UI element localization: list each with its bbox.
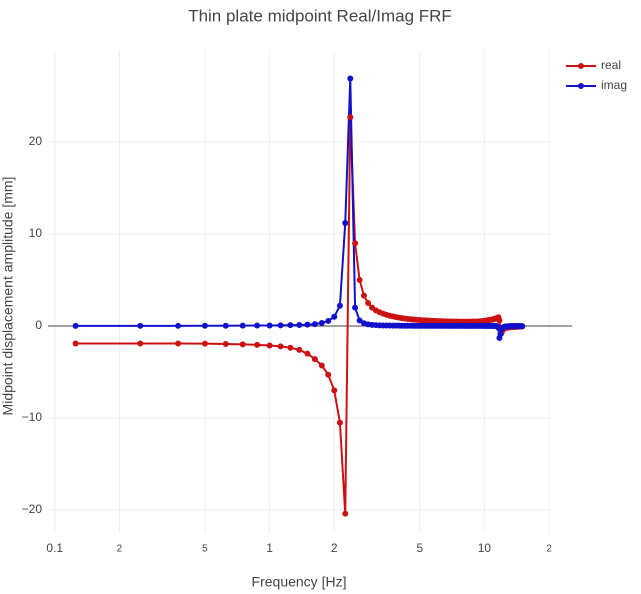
- data-point: [296, 346, 303, 353]
- data-point: [325, 371, 332, 378]
- data-point: [311, 356, 318, 363]
- y-tick-label: 0: [35, 318, 42, 332]
- data-point: [336, 419, 343, 426]
- data-point: [137, 322, 144, 329]
- x-tick-label: 2: [546, 544, 552, 555]
- data-point: [336, 302, 343, 309]
- data-point: [201, 322, 208, 329]
- data-point: [239, 322, 246, 329]
- data-point: [356, 277, 363, 283]
- legend-marker: [578, 83, 584, 89]
- data-point: [496, 317, 503, 324]
- series-line: [75, 117, 523, 514]
- data-point: [72, 340, 79, 347]
- y-axis-label: Midpoint displacement amplitude [mm]: [0, 177, 16, 416]
- data-point: [137, 340, 144, 347]
- data-point: [254, 341, 261, 348]
- data-point: [347, 114, 354, 121]
- y-tick-label: 10: [29, 226, 43, 240]
- data-point: [277, 343, 284, 350]
- x-tick-label: 0.1: [46, 541, 63, 555]
- data-point: [356, 317, 363, 324]
- data-point: [175, 322, 182, 329]
- data-point: [287, 344, 294, 351]
- data-point: [175, 340, 182, 347]
- x-tick-label: 5: [202, 544, 208, 555]
- data-point: [287, 322, 294, 329]
- y-tick-label: −20: [22, 502, 43, 516]
- x-tick-label: 10: [478, 541, 492, 555]
- data-point: [311, 321, 318, 328]
- data-point: [72, 322, 79, 329]
- data-point: [266, 322, 273, 329]
- data-point: [360, 292, 367, 299]
- y-tick-label: 20: [29, 134, 43, 148]
- x-axis-label: Frequency [Hz]: [252, 574, 347, 590]
- legend-label: real: [601, 58, 621, 72]
- data-point: [519, 323, 526, 330]
- x-tick-label: 2: [117, 544, 123, 555]
- legend-item: imag: [566, 78, 627, 92]
- data-point: [342, 219, 349, 226]
- x-tick-label: 2: [331, 541, 338, 555]
- legend-item: real: [566, 58, 621, 72]
- series-line: [75, 78, 523, 339]
- y-tick-label: −10: [22, 410, 43, 424]
- legend-label: imag: [601, 78, 627, 92]
- data-point: [352, 240, 359, 247]
- data-point: [277, 322, 284, 329]
- data-point: [342, 510, 349, 517]
- data-point: [201, 340, 208, 347]
- data-point: [318, 362, 325, 369]
- data-point: [331, 313, 338, 320]
- chart-title: Thin plate midpoint Real/Imag FRF: [188, 6, 452, 25]
- legend-marker: [578, 63, 584, 69]
- data-point: [222, 340, 229, 347]
- data-point: [318, 320, 325, 327]
- data-point: [222, 322, 229, 329]
- data-point: [304, 321, 311, 328]
- data-point: [347, 75, 354, 82]
- data-point: [497, 331, 504, 338]
- data-point: [352, 304, 359, 311]
- x-tick-label: 5: [416, 541, 423, 555]
- data-point: [325, 317, 332, 324]
- data-point: [254, 322, 261, 329]
- data-point: [266, 342, 273, 349]
- x-tick-label: 1: [266, 541, 273, 555]
- data-point: [365, 300, 372, 306]
- data-point: [331, 387, 338, 394]
- data-point: [296, 321, 303, 328]
- data-point: [304, 350, 311, 357]
- data-point: [239, 341, 246, 348]
